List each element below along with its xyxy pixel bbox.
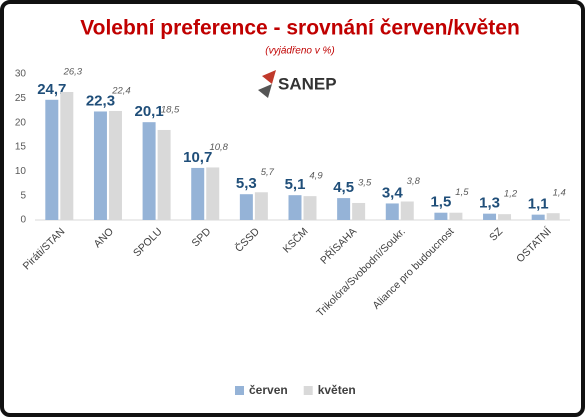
y-tick-label: 5	[20, 190, 26, 201]
value-label: 3,5	[358, 177, 372, 188]
legend-label: červen	[249, 383, 288, 397]
y-tick-label: 20	[15, 117, 27, 128]
legend-swatch	[235, 386, 244, 395]
bar	[157, 129, 171, 220]
bar	[498, 214, 512, 220]
bar	[400, 201, 414, 220]
bar	[483, 213, 497, 220]
legend-label: květen	[318, 383, 356, 397]
value-label: 1,2	[504, 189, 518, 200]
bar	[449, 212, 463, 220]
chart-title: Volební preference - srovnání červen/kvě…	[80, 17, 520, 40]
value-label: 18,5	[161, 104, 180, 115]
bar	[45, 99, 59, 220]
value-label: 3,8	[407, 176, 421, 187]
logo: SANEP	[258, 70, 337, 98]
value-label: 26,3	[63, 67, 83, 78]
value-label: 4,9	[309, 171, 323, 182]
value-label: 5,7	[261, 167, 275, 178]
value-label: 5,1	[285, 176, 306, 193]
y-tick-label: 30	[15, 69, 27, 80]
legend-swatch	[303, 386, 313, 395]
bar	[60, 92, 74, 220]
bar	[352, 202, 366, 220]
chart-subtitle: (vyjádřeno v %)	[265, 46, 334, 57]
value-label: 3,4	[382, 184, 404, 201]
value-label: 4,5	[333, 179, 354, 196]
logo-icon	[262, 70, 276, 84]
value-label: 10,8	[209, 142, 228, 153]
bar	[254, 192, 268, 220]
value-label: 1,3	[479, 195, 500, 212]
bar	[288, 195, 302, 220]
bar	[93, 111, 107, 220]
y-tick-label: 10	[15, 166, 27, 177]
bar	[108, 110, 122, 220]
y-tick-label: 0	[20, 215, 26, 226]
bar	[546, 213, 560, 220]
value-label: 1,1	[528, 196, 549, 213]
value-label: 5,3	[236, 175, 257, 192]
logo-text: SANEP	[278, 74, 337, 93]
y-tick-label: 25	[15, 93, 27, 104]
value-label: 22,3	[86, 92, 115, 109]
bar	[142, 122, 156, 220]
y-tick-label: 15	[15, 142, 27, 153]
bar	[434, 212, 448, 220]
bar	[385, 203, 399, 220]
value-label: 10,7	[183, 149, 212, 166]
logo-icon	[258, 84, 272, 98]
bar	[303, 196, 317, 220]
value-label: 22,4	[111, 86, 131, 97]
value-label: 1,5	[430, 194, 451, 211]
value-label: 24,7	[37, 81, 66, 98]
bar	[531, 214, 545, 220]
bar	[206, 167, 220, 220]
bar	[191, 167, 205, 220]
bar	[337, 198, 351, 220]
bar	[239, 194, 253, 220]
value-label: 1,5	[455, 187, 469, 198]
value-label: 1,4	[553, 188, 566, 199]
value-label: 20,1	[134, 103, 163, 120]
